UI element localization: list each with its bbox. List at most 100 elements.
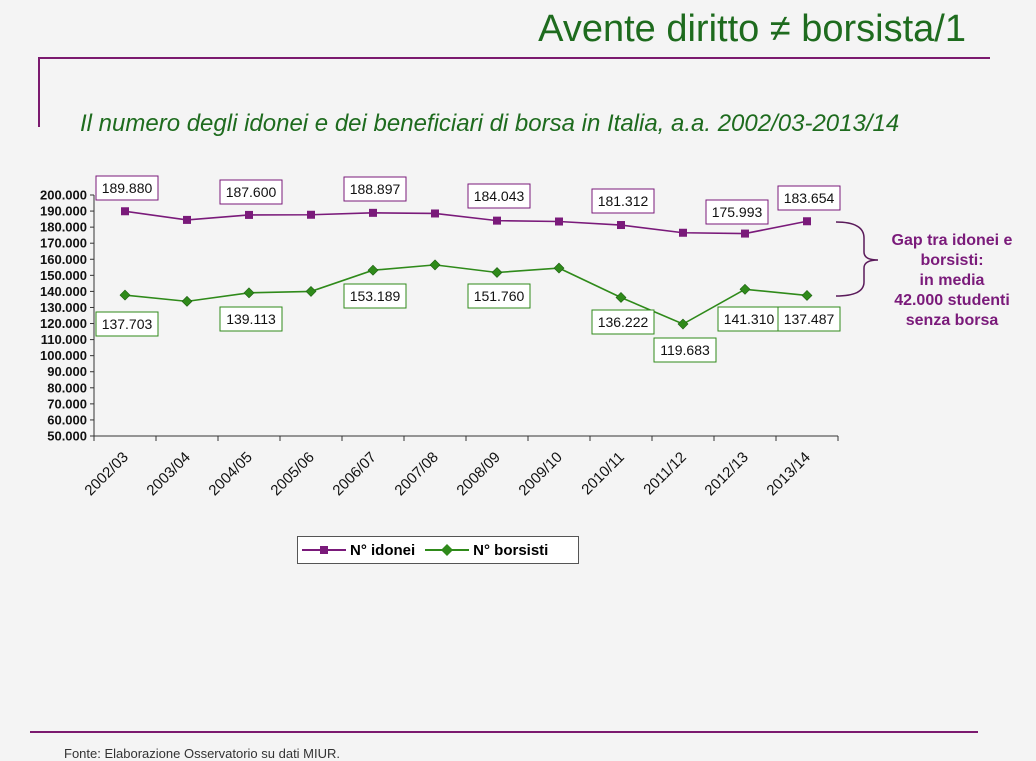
x-tick-label: 2007/08 <box>391 449 441 499</box>
data-label: 187.600 <box>226 184 277 200</box>
data-label-box <box>219 179 283 205</box>
data-label-box <box>343 283 407 309</box>
data-label: 181.312 <box>598 193 649 209</box>
y-tick-label: 60.000 <box>47 412 87 427</box>
data-label-box <box>95 311 159 337</box>
data-label-box <box>95 175 159 201</box>
data-point-idonei <box>431 209 439 218</box>
gap-annotation-line: borsisti: <box>920 252 984 269</box>
legend-item-borsisti: N° borsisti <box>425 542 548 559</box>
source-note: Fonte: Elaborazione Osservatorio su dati… <box>64 746 341 761</box>
gap-annotation-line: Gap tra idonei e <box>891 232 1013 249</box>
data-point-borsisti <box>739 283 751 295</box>
data-point-borsisti <box>429 259 441 271</box>
gap-annotation-line: in media <box>919 272 985 289</box>
x-tick-label: 2006/07 <box>329 449 379 499</box>
y-tick-label: 120.000 <box>40 316 87 331</box>
data-point-idonei <box>121 207 129 216</box>
data-label-box <box>653 337 717 363</box>
y-tick-label: 150.000 <box>40 268 87 283</box>
data-point-borsisti <box>181 295 193 307</box>
gap-brace-path <box>835 221 879 297</box>
data-label: 137.703 <box>102 316 153 332</box>
data-point-idonei <box>555 217 563 226</box>
chart-subtitle: Il numero degli idonei e dei beneficiari… <box>80 110 900 137</box>
data-label: 119.683 <box>660 342 710 358</box>
y-tick-label: 80.000 <box>47 380 87 395</box>
data-point-borsisti <box>367 264 379 276</box>
y-tick-label: 140.000 <box>40 284 87 299</box>
gap-brace <box>835 221 879 297</box>
chart-series <box>119 207 813 330</box>
data-label: 189.880 <box>102 180 153 196</box>
data-point-borsisti <box>553 262 565 274</box>
x-tick-label: 2013/14 <box>763 449 813 499</box>
y-tick-label: 160.000 <box>40 252 87 267</box>
x-tick-label: 2003/04 <box>143 449 193 499</box>
data-label: 153.189 <box>350 288 401 304</box>
legend-swatch-idonei <box>302 546 346 554</box>
x-tick-label: 2012/13 <box>701 449 751 499</box>
slide-title: Avente diritto ≠ borsista/1 <box>538 8 966 50</box>
data-label: 184.043 <box>474 188 525 204</box>
data-label-box <box>343 176 407 202</box>
data-label: 188.897 <box>350 181 401 197</box>
data-label-box <box>591 188 655 214</box>
data-point-idonei <box>617 221 625 230</box>
data-label: 136.222 <box>598 314 649 330</box>
chart-axes: 50.000 60.00070.00080.00090.000100.000110… <box>40 188 839 499</box>
gap-annotation: Gap tra idonei e borsisti: in media 42.0… <box>868 231 1036 331</box>
data-label: 151.760 <box>474 288 525 304</box>
data-label-box <box>219 306 283 332</box>
data-point-idonei <box>307 210 315 219</box>
data-label-box <box>591 309 655 335</box>
line-chart: 50.000 60.00070.00080.00090.000100.000110… <box>40 175 879 499</box>
data-point-borsisti <box>243 287 255 299</box>
y-tick-label: 100.000 <box>40 348 87 363</box>
data-point-borsisti <box>119 289 131 301</box>
data-label-box <box>467 183 531 209</box>
data-point-borsisti <box>677 318 689 330</box>
data-label: 175.993 <box>712 204 763 220</box>
data-point-idonei <box>741 229 749 238</box>
title-frame-top-line <box>38 57 990 59</box>
data-label-box <box>467 283 531 309</box>
data-label: 183.654 <box>784 190 835 206</box>
y-tick-label: 50.000 <box>47 429 87 444</box>
data-point-idonei <box>493 216 501 225</box>
legend-label-borsisti: N° borsisti <box>473 541 549 559</box>
data-point-idonei <box>679 228 687 237</box>
data-point-borsisti <box>491 267 503 278</box>
data-point-idonei <box>245 210 253 219</box>
data-label: 137.487 <box>784 311 835 327</box>
x-tick-label: 2002/03 <box>81 449 131 499</box>
y-tick-label: 110.000 <box>41 332 87 347</box>
y-tick-label: 200.000 <box>40 188 87 203</box>
x-tick-label: 2005/06 <box>267 449 317 499</box>
y-tick-label: 130.000 <box>40 300 87 315</box>
data-point-idonei <box>803 217 811 226</box>
legend-item-idonei: N° idonei <box>302 542 415 559</box>
data-point-idonei <box>369 208 377 217</box>
title-frame-left-line <box>38 57 40 127</box>
series-line-borsisti <box>124 264 808 325</box>
y-tick-label: 90.000 <box>47 364 87 379</box>
y-tick-label: 70.000 <box>47 396 87 411</box>
series-line-idonei <box>124 210 808 235</box>
legend-swatch-borsisti <box>425 544 470 556</box>
data-point-borsisti <box>305 285 317 297</box>
data-label: 139.113 <box>226 311 276 327</box>
chart-data-labels: 189.880 187.600 188.897 184.043 181.312 175.9… <box>95 175 841 363</box>
footer-rule <box>30 731 978 733</box>
gap-annotation-line: 42.000 studenti <box>894 292 1010 309</box>
data-label: 141.310 <box>724 311 775 327</box>
data-label-box <box>777 306 841 332</box>
data-label-box <box>705 199 769 225</box>
x-tick-label: 2004/05 <box>205 449 255 499</box>
chart-legend: N° idonei N° borsisti <box>297 536 579 564</box>
data-point-borsisti <box>801 290 813 301</box>
y-tick-label: 180.000 <box>40 220 87 235</box>
data-label-box <box>777 185 841 211</box>
x-tick-label: 2011/12 <box>640 449 690 499</box>
y-tick-label: 190.000 <box>40 204 87 219</box>
